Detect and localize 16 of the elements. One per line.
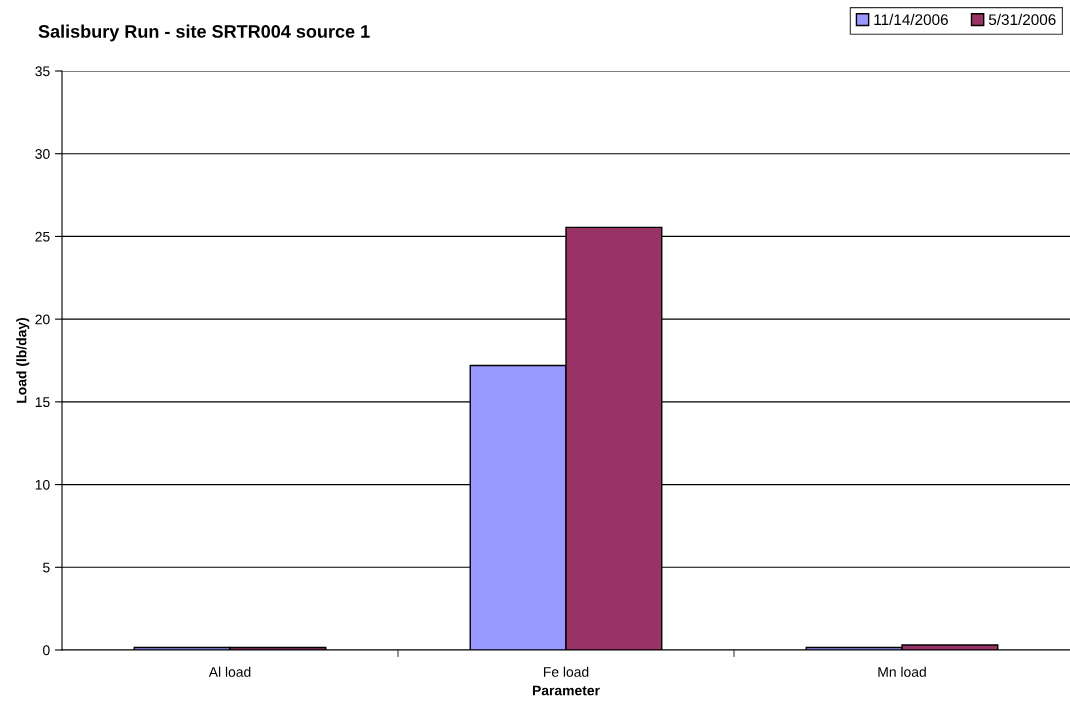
- x-tick-label: Al load: [208, 666, 251, 677]
- legend-label: 5/31/2006: [988, 13, 1056, 26]
- y-tick-label: 20: [35, 314, 50, 325]
- legend-label: 11/14/2006: [874, 13, 948, 26]
- y-tick-label: 15: [35, 397, 50, 408]
- y-tick-label: 0: [43, 645, 50, 656]
- chart-title: Salisbury Run - site SRTR004 source 1: [38, 24, 370, 42]
- x-tick-label: Fe load: [543, 666, 589, 677]
- x-axis-title: Parameter: [532, 685, 600, 696]
- y-tick-label: 35: [35, 66, 50, 77]
- y-tick-label: 10: [35, 479, 50, 490]
- y-axis-title: Load (lb/day): [16, 317, 30, 403]
- x-tick-label: Mn load: [878, 666, 926, 677]
- y-tick-label: 5: [43, 562, 50, 573]
- y-tick-label: 30: [35, 149, 50, 159]
- y-tick-label: 25: [35, 231, 50, 242]
